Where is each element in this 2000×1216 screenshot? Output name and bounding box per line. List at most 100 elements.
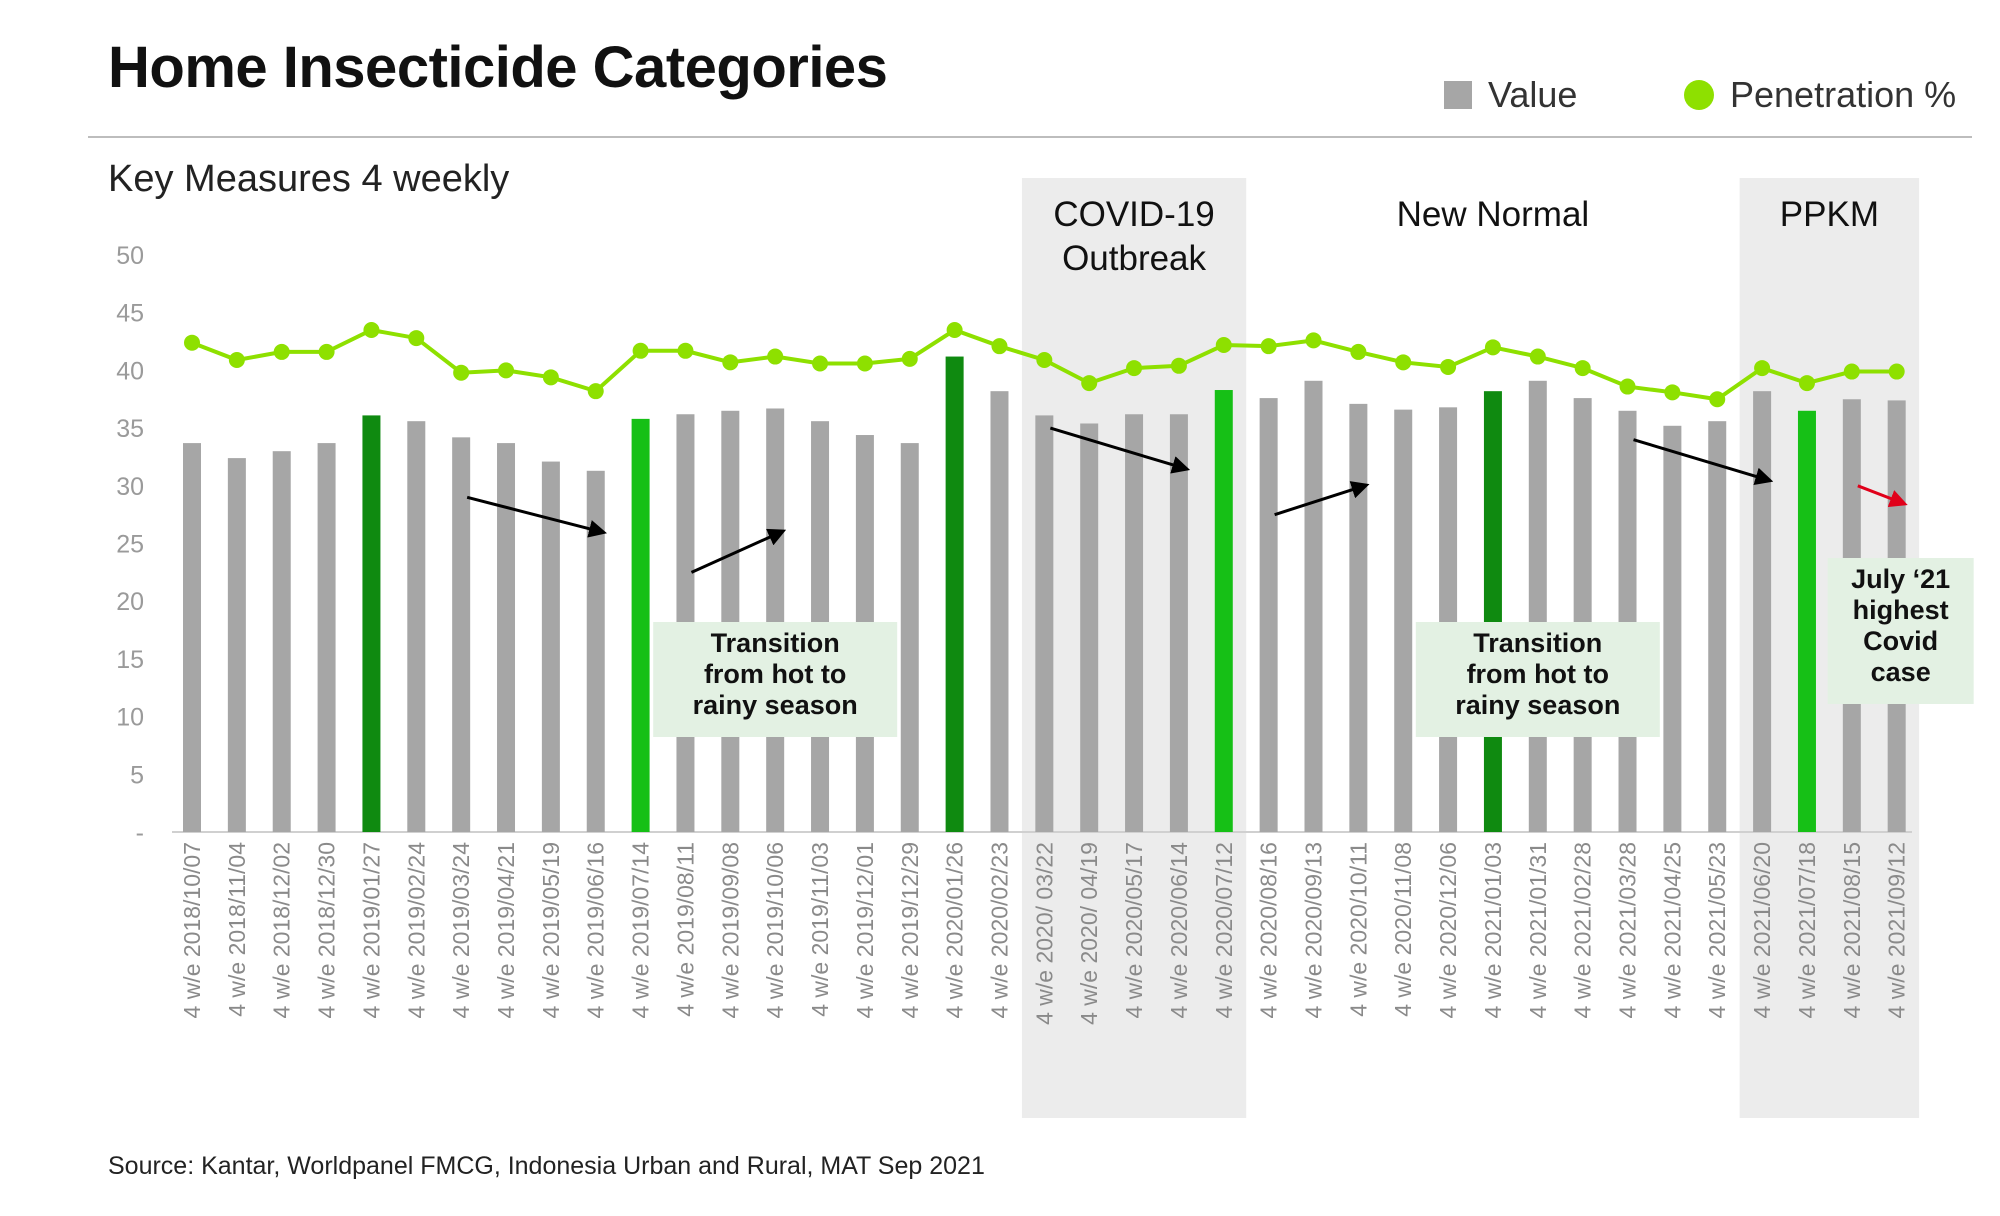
- value-bar: [766, 408, 785, 832]
- value-bar: [586, 470, 605, 832]
- penetration-point: [1754, 360, 1771, 377]
- trend-arrow: [1049, 426, 1191, 474]
- penetration-point: [587, 383, 604, 400]
- x-tick-label: 4 w/e 2018/12/02: [269, 842, 295, 1018]
- penetration-point: [1843, 363, 1860, 380]
- penetration-point: [812, 355, 829, 372]
- legend-item-penetration: Penetration %: [1684, 74, 1956, 116]
- y-tick-label: -: [136, 819, 144, 847]
- x-tick-label: 4 w/e 2020/01/26: [942, 842, 968, 1018]
- chart-subtitle: Key Measures 4 weekly: [108, 158, 510, 200]
- alert-arrow: [1857, 484, 1908, 507]
- callout-text: Transition: [1473, 628, 1602, 658]
- x-tick-label: 4 w/e 2019/01/27: [358, 842, 384, 1018]
- x-tick-label: 4 w/e 2021/09/12: [1884, 842, 1910, 1018]
- value-bar: [1708, 421, 1727, 832]
- x-tick-label: 4 w/e 2019/12/29: [897, 842, 923, 1018]
- y-tick-label: 45: [116, 300, 144, 328]
- period-label: Outbreak: [1062, 239, 1206, 278]
- callout-box: [1415, 622, 1660, 737]
- value-bar: [1483, 391, 1502, 832]
- value-bar: [317, 443, 336, 832]
- value-bar: [1753, 391, 1772, 832]
- value-bar: [1349, 403, 1368, 832]
- value-bar: [272, 451, 291, 832]
- callout-text: Covid: [1863, 626, 1938, 656]
- y-tick-label: 25: [116, 531, 144, 559]
- x-tick-label: 4 w/e 2020/02/23: [986, 842, 1012, 1018]
- y-tick-label: 5: [130, 761, 144, 789]
- penetration-point: [453, 364, 470, 381]
- x-tick-label: 4 w/e 2018/10/07: [179, 842, 205, 1018]
- penetration-point: [946, 322, 963, 339]
- x-tick-label: 4 w/e 2019/11/03: [807, 842, 833, 1017]
- x-tick-label: 4 w/e 2020/ 04/19: [1076, 842, 1102, 1025]
- period-labels: COVID-19 Outbreak New Normal PPKM: [1053, 195, 1879, 278]
- penetration-point: [498, 362, 515, 379]
- value-bar: [631, 418, 650, 832]
- value-bar: [227, 458, 246, 832]
- value-bar: [1528, 380, 1547, 832]
- value-bar: [1080, 423, 1099, 832]
- value-bar: [1797, 410, 1816, 832]
- value-bar: [721, 410, 740, 832]
- value-bar: [1214, 390, 1233, 832]
- y-tick-label: 10: [116, 704, 144, 732]
- callout-text: highest: [1853, 595, 1949, 625]
- trend-arrow: [1633, 438, 1774, 486]
- source-note: Source: Kantar, Worldpanel FMCG, Indones…: [108, 1152, 985, 1180]
- legend-item-value: Value: [1444, 74, 1577, 116]
- legend-swatch-penetration: [1684, 80, 1714, 110]
- value-bar: [1035, 415, 1054, 832]
- value-bar: [183, 443, 201, 832]
- legend-label-value: Value: [1488, 74, 1578, 115]
- x-tick-label: 4 w/e 2020/06/14: [1166, 842, 1192, 1019]
- legend-label-penetration: Penetration %: [1730, 74, 1957, 115]
- x-tick-label: 4 w/e 2021/06/20: [1749, 842, 1775, 1018]
- trend-arrow: [466, 495, 607, 538]
- penetration-point: [991, 338, 1008, 355]
- value-bar: [541, 461, 560, 832]
- x-tick-label: 4 w/e 2019/05/19: [538, 842, 564, 1018]
- callout-box: [653, 622, 898, 737]
- x-tick-label: 4 w/e 2018/11/04: [224, 842, 250, 1017]
- penetration-point: [632, 342, 649, 359]
- trend-arrow: [690, 528, 787, 574]
- trend-arrow: [1274, 481, 1370, 517]
- callout-text: case: [1871, 657, 1931, 687]
- y-tick-label: 30: [116, 473, 144, 501]
- x-tick-label: 4 w/e 2021/01/03: [1480, 842, 1506, 1018]
- value-bar: [1663, 425, 1682, 832]
- penetration-point: [184, 334, 200, 351]
- page-title: Home Insecticide Categories: [108, 35, 888, 100]
- value-bar: [900, 443, 919, 832]
- penetration-point: [722, 354, 739, 371]
- penetration-point: [901, 350, 918, 367]
- penetration-point: [1036, 352, 1053, 369]
- value-bar: [1125, 414, 1144, 832]
- penetration-point: [1126, 360, 1143, 377]
- value-bar: [1618, 410, 1637, 832]
- x-tick-label: 4 w/e 2019/02/24: [403, 842, 429, 1019]
- y-tick-label: 40: [116, 357, 144, 385]
- callout-text: July ‘21: [1851, 564, 1950, 594]
- penetration-point: [408, 330, 425, 347]
- penetration-point: [1888, 363, 1905, 380]
- penetration-point: [1260, 338, 1277, 355]
- x-tick-label: 4 w/e 2021/07/18: [1794, 842, 1820, 1018]
- value-bar: [1439, 407, 1458, 832]
- value-bar: [1259, 398, 1278, 832]
- x-tick-label: 4 w/e 2021/01/31: [1525, 842, 1551, 1018]
- penetration-line: [184, 322, 1905, 408]
- x-tick-label: 4 w/e 2020/09/13: [1301, 842, 1327, 1018]
- x-tick-label: 4 w/e 2020/11/08: [1390, 842, 1416, 1017]
- penetration-point: [1529, 348, 1546, 365]
- penetration-point: [1215, 337, 1232, 354]
- penetration-point: [273, 343, 290, 360]
- x-tick-label: 4 w/e 2021/08/15: [1839, 842, 1865, 1018]
- x-tick-label: 4 w/e 2019/07/14: [628, 842, 654, 1019]
- callout-text: from hot to: [704, 659, 846, 689]
- y-tick-label: 15: [116, 646, 144, 674]
